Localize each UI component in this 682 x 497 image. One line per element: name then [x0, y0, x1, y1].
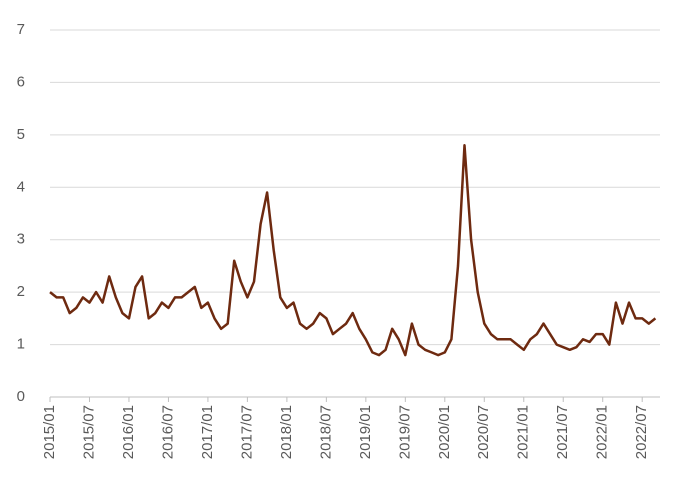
x-tick-label: 2022/01 — [594, 405, 611, 459]
y-tick-label: 4 — [17, 178, 25, 195]
y-tick-label: 1 — [17, 336, 25, 353]
x-tick-label: 2021/07 — [554, 405, 571, 459]
x-tick-label: 2020/01 — [436, 405, 453, 459]
y-tick-label: 7 — [17, 21, 25, 38]
x-tick-label: 2017/01 — [199, 405, 216, 459]
x-tick-label: 2018/07 — [317, 405, 334, 459]
x-tick-label: 2019/01 — [357, 405, 374, 459]
x-tick-label: 2019/07 — [396, 405, 413, 459]
x-tick-label: 2015/07 — [80, 405, 97, 459]
x-tick-label: 2015/01 — [41, 405, 58, 459]
x-tick-label: 2016/01 — [120, 405, 137, 459]
x-tick-label: 2021/01 — [515, 405, 532, 459]
y-tick-label: 6 — [17, 73, 25, 90]
y-tick-label: 3 — [17, 231, 25, 248]
x-tick-label: 2017/07 — [238, 405, 255, 459]
y-tick-label: 2 — [17, 283, 25, 300]
data-line — [49, 144, 657, 357]
x-tick-label: 2016/07 — [159, 405, 176, 459]
y-tick-label: 0 — [17, 388, 25, 405]
x-tick-label: 2022/07 — [633, 405, 650, 459]
y-tick-label: 5 — [17, 126, 25, 143]
x-tick-label: 2020/07 — [475, 405, 492, 459]
x-tick-label: 2018/01 — [278, 405, 295, 459]
